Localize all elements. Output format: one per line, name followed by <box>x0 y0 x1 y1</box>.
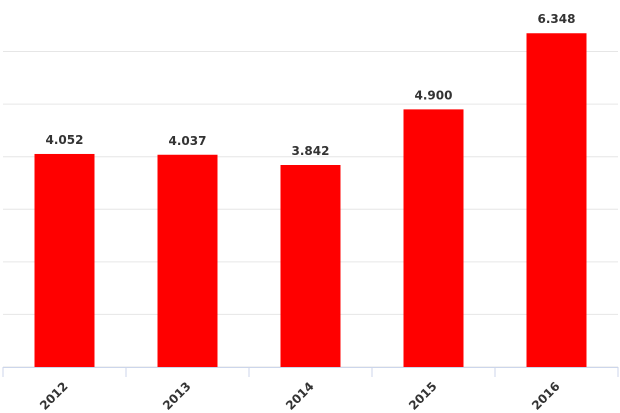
value-label: 4.037 <box>169 134 207 148</box>
x-tick-label: 2016 <box>529 379 563 413</box>
bar <box>403 109 464 367</box>
value-label: 3.842 <box>292 144 330 158</box>
value-label: 4.900 <box>415 88 453 102</box>
bar <box>526 33 587 368</box>
x-tick-label: 2012 <box>37 379 71 413</box>
bar <box>34 153 95 367</box>
bar <box>157 154 218 367</box>
x-tick-label: 2015 <box>406 379 440 413</box>
x-tick-label: 2013 <box>160 379 194 413</box>
x-tick-label: 2014 <box>283 379 317 413</box>
value-label: 4.052 <box>46 133 84 147</box>
bar <box>280 165 341 367</box>
value-label: 6.348 <box>538 12 576 26</box>
